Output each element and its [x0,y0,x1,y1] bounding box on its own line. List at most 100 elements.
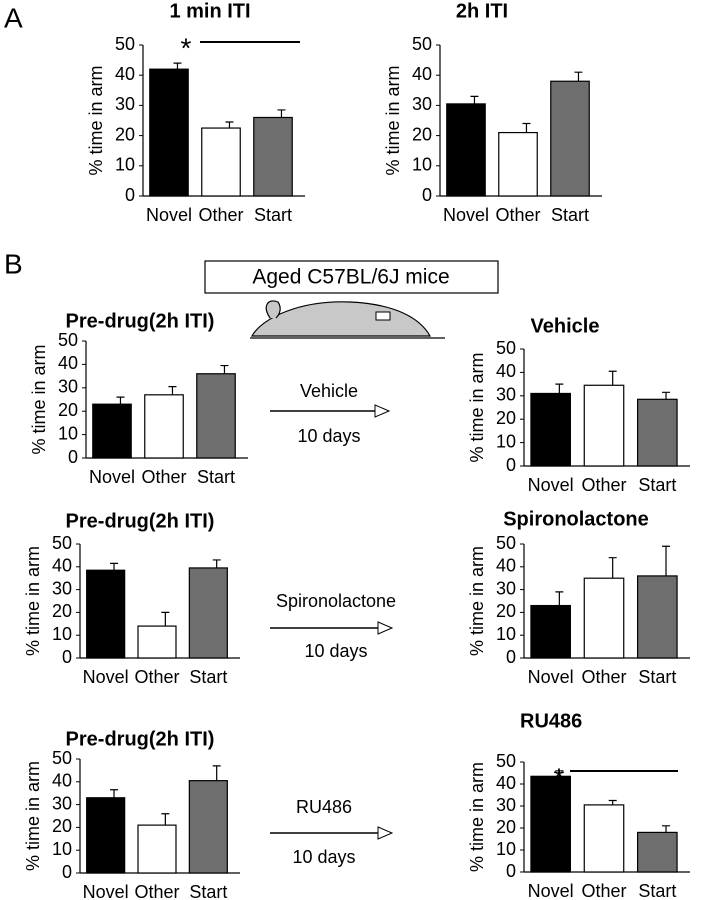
y-tick-label: 20 [496,817,516,837]
banner: Aged C57BL/6J mice [252,266,449,289]
banner-box [204,260,499,294]
y-axis-label: % time in arm [23,761,43,871]
transition-duration: 10 days [304,641,367,661]
bar [86,569,126,659]
error-bar [574,71,583,82]
bar [196,373,236,459]
y-tick-label: 0 [68,447,78,467]
y-tick-label: 30 [58,377,78,397]
y-tick-label: 10 [496,431,516,451]
y-tick-label: 50 [52,748,72,768]
x-tick-label: Other [581,881,626,900]
error-bar [116,396,125,405]
y-tick-label: 50 [115,34,135,54]
y-tick-label: 30 [496,385,516,405]
bar [149,68,189,197]
x-tick-label: Start [638,881,676,900]
error-bar [212,559,221,568]
x-tick-label: Novel [146,205,192,225]
y-tick-label: 40 [496,361,516,381]
error-bar [212,765,221,781]
x-tick-label: Novel [83,882,129,900]
x-tick-label: Start [254,205,292,225]
error-bar [225,121,234,129]
error-bar [277,109,286,118]
error-bar [555,383,564,394]
chart-title: Spironolactone [503,508,649,530]
y-axis-label: % time in arm [467,762,487,872]
bar [92,403,132,459]
y-tick-label: 0 [62,647,72,667]
bar [636,575,678,659]
transition-drug: RU486 [296,797,352,817]
y-axis-label: % time in arm [29,344,49,454]
y-tick-label: 0 [506,455,516,475]
x-tick-label: Start [638,475,676,495]
y-tick-label: 10 [496,839,516,859]
error-bar [220,364,229,374]
bar [446,103,486,197]
y-tick-label: 50 [496,338,516,358]
y-tick-label: 30 [496,578,516,598]
bar [86,797,126,874]
bar [188,567,228,659]
error-bar [161,813,170,826]
bar [583,804,625,873]
y-tick-label: 40 [412,64,432,84]
panel-label: B [4,248,23,279]
error-bar [608,557,617,579]
y-tick-label: 20 [52,816,72,836]
error-bar [608,799,617,805]
y-tick-label: 40 [52,556,72,576]
y-tick-label: 50 [58,330,78,350]
error-bar [161,611,170,627]
y-tick-label: 30 [52,578,72,598]
chart-title: Pre-drug(2h ITI) [66,310,215,332]
error-bar [662,825,671,833]
bar [583,384,625,467]
y-tick-label: 40 [58,353,78,373]
bar [188,780,228,874]
transition-duration: 10 days [292,847,355,867]
error-bar [470,95,479,104]
x-tick-label: Novel [83,667,129,687]
panel-label: A [4,2,23,33]
bar [498,131,538,197]
x-tick-label: Novel [528,475,574,495]
y-axis-label: % time in arm [23,546,43,656]
bar [253,116,293,197]
y-tick-label: 10 [52,839,72,859]
x-tick-label: Start [189,667,227,687]
x-tick-label: Start [638,667,676,687]
error-bar [522,122,531,133]
chart-title: RU486 [520,710,582,732]
y-tick-label: 40 [115,64,135,84]
transition-arrow: Vehicle 10 days [270,381,391,446]
y-tick-label: 20 [412,124,432,144]
y-tick-label: 50 [412,34,432,54]
y-tick-label: 40 [52,771,72,791]
y-tick-label: 10 [58,423,78,443]
x-tick-label: Other [141,467,186,487]
y-tick-label: 10 [52,624,72,644]
error-bar [662,545,671,576]
y-tick-label: 10 [412,155,432,175]
y-tick-label: 30 [412,94,432,114]
chart-title: 2h ITI [456,0,508,22]
bar [530,392,572,467]
y-tick-label: 30 [496,795,516,815]
y-tick-label: 40 [496,773,516,793]
y-tick-label: 10 [496,624,516,644]
y-tick-label: 0 [125,185,135,205]
x-tick-label: Other [581,667,626,687]
x-tick-label: Start [189,882,227,900]
x-tick-label: Novel [528,667,574,687]
y-axis-label: % time in arm [383,65,403,175]
error-bar [555,591,564,606]
transition-drug: Spironolactone [276,591,396,611]
transition-arrow: RU486 10 days [270,797,394,867]
bar [530,775,572,873]
bar [583,577,625,659]
y-axis-label: % time in arm [86,65,106,175]
y-tick-label: 50 [496,751,516,771]
